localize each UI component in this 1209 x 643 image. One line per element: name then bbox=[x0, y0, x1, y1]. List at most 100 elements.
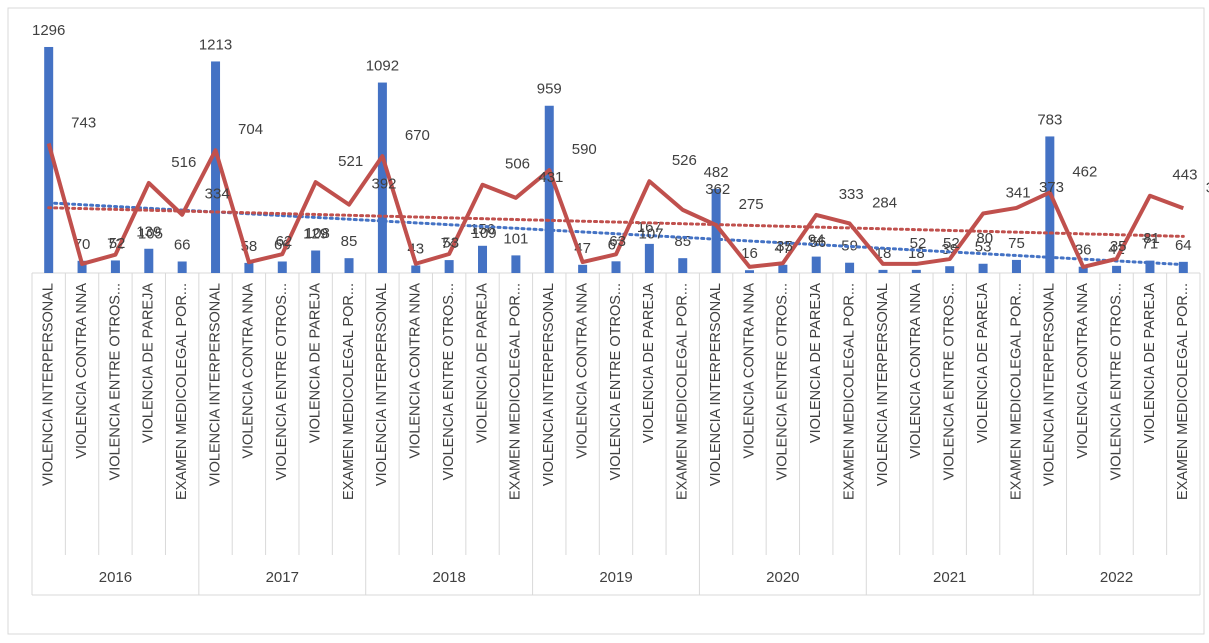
line-value-label: 80 bbox=[976, 230, 993, 247]
bar bbox=[110, 260, 120, 273]
category-label: VIOLENCIA ENTRE OTROS... bbox=[942, 283, 958, 480]
line-value-label: 56 bbox=[810, 234, 827, 251]
group-label: 2020 bbox=[766, 569, 799, 586]
category-label: VIOLENCIA DE PAREJA bbox=[307, 283, 323, 443]
line-value-label: 105 bbox=[138, 226, 163, 243]
bar bbox=[177, 261, 187, 273]
bar bbox=[678, 258, 688, 273]
bar bbox=[44, 46, 54, 273]
line-value-label: 107 bbox=[638, 225, 663, 242]
bar-value-label: 71 bbox=[1142, 236, 1159, 253]
category-label: VIOLENCIA INTERPERSONAL bbox=[541, 283, 557, 486]
bar bbox=[878, 269, 888, 273]
line-value-label: 52 bbox=[943, 235, 960, 252]
line-value-label: 526 bbox=[672, 152, 697, 169]
category-label: VIOLENCIA ENTRE OTROS... bbox=[441, 283, 457, 480]
bar bbox=[478, 245, 488, 273]
line-value-label: 63 bbox=[609, 233, 626, 250]
bar bbox=[544, 105, 554, 273]
line-value-label: 334 bbox=[205, 186, 230, 203]
line bbox=[46, 142, 1185, 269]
category-label: VIOLENCIA CONTRA NNA bbox=[408, 283, 424, 459]
bar bbox=[511, 255, 521, 273]
bar-value-label: 959 bbox=[537, 81, 562, 98]
category-label: VIOLENCIA INTERPERSONAL bbox=[1042, 283, 1058, 486]
group-label: 2018 bbox=[432, 569, 465, 586]
bar-value-label: 101 bbox=[503, 230, 528, 247]
category-label: VIOLENCIA DE PAREJA bbox=[474, 283, 490, 443]
category-label: VIOLENCIA INTERPERSONAL bbox=[875, 283, 891, 486]
line-value-label: 431 bbox=[538, 169, 563, 186]
trendline bbox=[47, 206, 1185, 238]
bar bbox=[1112, 265, 1122, 273]
category-label: VIOLENCIA ENTRE OTROS... bbox=[107, 283, 123, 480]
bar bbox=[244, 262, 254, 273]
category-label: VIOLENCIA INTERPERSONAL bbox=[374, 283, 390, 486]
category-label: VIOLENCIA CONTRA NNA bbox=[741, 283, 757, 459]
line-value-label: 108 bbox=[305, 225, 330, 242]
category-label: EXAMEN MEDICOLEGAL POR... bbox=[174, 283, 190, 500]
line-value-label: 521 bbox=[338, 153, 363, 170]
chart-border bbox=[7, 7, 1205, 635]
group-label: 2019 bbox=[599, 569, 632, 586]
category-label: EXAMEN MEDICOLEGAL POR... bbox=[841, 283, 857, 500]
line-value-label: 52 bbox=[109, 235, 126, 252]
category-label: VIOLENCIA CONTRA NNA bbox=[241, 283, 257, 459]
bar-value-label: 85 bbox=[674, 233, 691, 250]
line-value-label: 516 bbox=[171, 154, 196, 171]
category-label: VIOLENCIA ENTRE OTROS... bbox=[775, 283, 791, 480]
bar-value-label: 64 bbox=[1175, 237, 1192, 254]
line-value-label: 362 bbox=[705, 181, 730, 198]
bar bbox=[444, 260, 454, 273]
category-label: VIOLENCIA DE PAREJA bbox=[975, 283, 991, 443]
bar-value-label: 783 bbox=[1037, 111, 1062, 128]
category-label: VIOLENCIA ENTRE OTROS... bbox=[274, 283, 290, 480]
bar bbox=[778, 264, 788, 273]
bar bbox=[1011, 259, 1021, 273]
line-value-label: 284 bbox=[872, 194, 897, 211]
bar bbox=[611, 261, 621, 273]
category-label: VIOLENCIA CONTRA NNA bbox=[908, 283, 924, 459]
bar bbox=[77, 260, 87, 273]
category-label: VIOLENCIA DE PAREJA bbox=[141, 283, 157, 443]
line-value-label: 443 bbox=[1172, 167, 1197, 184]
line-value-label: 333 bbox=[839, 186, 864, 203]
bar-value-label: 1213 bbox=[199, 36, 232, 53]
bar bbox=[945, 266, 955, 273]
bar bbox=[377, 82, 387, 273]
bar bbox=[978, 263, 988, 273]
bar-value-label: 59 bbox=[841, 238, 858, 255]
category-label: VIOLENCIA DE PAREJA bbox=[641, 283, 657, 443]
bar bbox=[411, 265, 421, 273]
line-value-label: 35 bbox=[1110, 238, 1127, 255]
bar-value-label: 75 bbox=[1008, 235, 1025, 252]
bar bbox=[211, 61, 221, 273]
category-label: EXAMEN MEDICOLEGAL POR... bbox=[341, 283, 357, 500]
bar bbox=[1078, 266, 1088, 273]
bar-value-label: 1092 bbox=[366, 58, 399, 75]
bar-value-label: 1296 bbox=[32, 22, 65, 39]
bar bbox=[911, 269, 921, 273]
line-value-label: 35 bbox=[776, 238, 793, 255]
category-label: VIOLENCIA CONTRA NNA bbox=[74, 283, 90, 459]
line-value-label: 62 bbox=[276, 233, 293, 250]
bar bbox=[578, 264, 588, 273]
category-label: EXAMEN MEDICOLEGAL POR... bbox=[1175, 283, 1191, 500]
line-value-label: 392 bbox=[372, 176, 397, 193]
bar-value-label: 85 bbox=[341, 233, 358, 250]
line-value-label: 275 bbox=[739, 196, 764, 213]
bar bbox=[811, 256, 821, 273]
line-value-label: 109 bbox=[472, 225, 497, 242]
line-value-label: 704 bbox=[238, 121, 263, 138]
line-value-label: 53 bbox=[442, 235, 459, 252]
line-value-label: 341 bbox=[1006, 184, 1031, 201]
category-label: VIOLENCIA ENTRE OTROS... bbox=[1108, 283, 1124, 480]
category-label: VIOLENCIA DE PAREJA bbox=[1142, 283, 1158, 443]
bar bbox=[744, 270, 754, 273]
group-label: 2022 bbox=[1100, 569, 1133, 586]
bar bbox=[644, 243, 654, 273]
line-value-label: 462 bbox=[1072, 163, 1097, 180]
bar bbox=[1145, 260, 1155, 273]
group-label: 2016 bbox=[99, 569, 132, 586]
